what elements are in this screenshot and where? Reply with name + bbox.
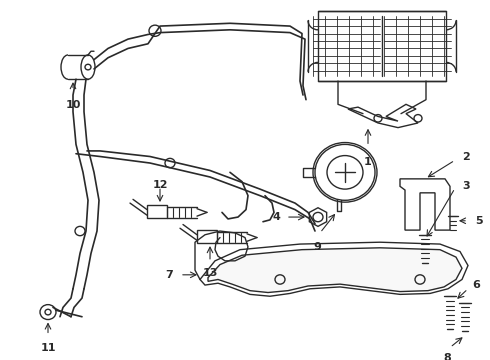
Polygon shape xyxy=(400,179,450,230)
Bar xyxy=(197,230,217,243)
Text: 9: 9 xyxy=(313,242,321,252)
Ellipse shape xyxy=(81,55,95,79)
Text: 11: 11 xyxy=(40,343,56,353)
Text: 5: 5 xyxy=(475,216,483,226)
Bar xyxy=(318,11,446,81)
Text: 3: 3 xyxy=(462,181,469,191)
Text: 8: 8 xyxy=(443,353,451,360)
Polygon shape xyxy=(200,242,468,296)
Text: 1: 1 xyxy=(364,157,372,167)
Polygon shape xyxy=(309,208,327,226)
Polygon shape xyxy=(348,104,418,128)
Text: 6: 6 xyxy=(472,280,480,290)
Text: 13: 13 xyxy=(202,268,218,278)
Text: 4: 4 xyxy=(272,212,280,222)
Text: 10: 10 xyxy=(65,100,81,110)
Text: 7: 7 xyxy=(165,270,173,280)
Bar xyxy=(147,205,167,218)
Polygon shape xyxy=(208,248,462,293)
Text: 2: 2 xyxy=(462,152,470,162)
Text: 12: 12 xyxy=(152,180,168,190)
